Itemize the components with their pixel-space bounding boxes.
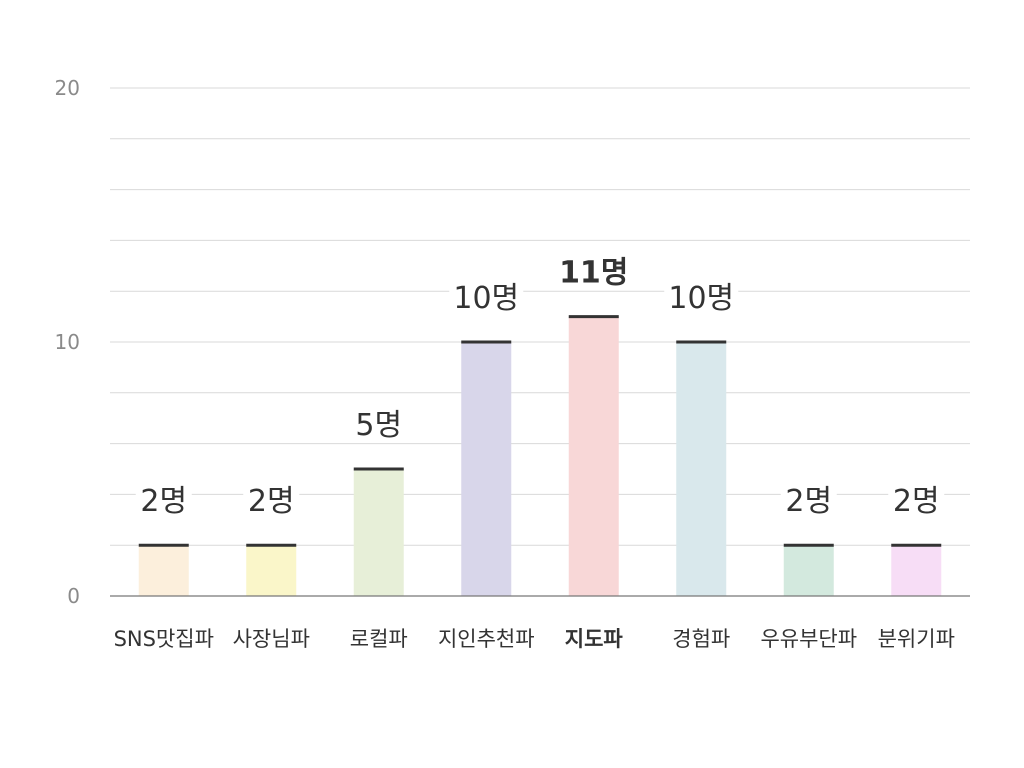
bar <box>676 342 727 596</box>
value-label-backing <box>888 485 945 518</box>
value-label-backing <box>780 485 837 518</box>
gridlines <box>110 87 970 546</box>
value-label: 10명 <box>668 281 734 316</box>
category-label: 로컬파 <box>350 627 408 651</box>
y-tick-label: 10 <box>55 330 80 354</box>
bar <box>246 545 297 596</box>
value-label-backing <box>556 256 631 289</box>
category-label: 분위기파 <box>878 627 955 651</box>
value-label: 2명 <box>785 484 832 519</box>
category-label: 경험파 <box>672 627 730 651</box>
value-label: 2명 <box>140 484 187 519</box>
value-label: 11명 <box>559 256 628 291</box>
y-axis-ticks: 0 10 20 <box>55 76 80 608</box>
value-label-backing <box>664 282 739 314</box>
category-labels: SNS맛집파 사장님파 로컬파 지인추천파 지도파 경험파 우유부단파 분위기파 <box>114 627 955 651</box>
bar <box>891 545 942 596</box>
category-label: 우유부단파 <box>760 627 857 651</box>
category-label: 지도파 <box>565 627 624 651</box>
bar <box>568 316 619 596</box>
bar <box>783 545 834 596</box>
value-label-backing <box>350 409 407 441</box>
bar <box>138 545 189 596</box>
bars <box>138 315 942 596</box>
y-tick-label: 20 <box>55 76 80 100</box>
category-label: 사장님파 <box>233 627 310 651</box>
y-tick-label: 0 <box>67 584 80 608</box>
value-label: 5명 <box>355 408 402 443</box>
value-label-backing <box>135 485 192 518</box>
value-label: 2명 <box>893 484 940 519</box>
value-label: 2명 <box>248 484 295 519</box>
value-label-backing <box>449 282 524 314</box>
category-label: 지인추천파 <box>438 627 535 651</box>
bar <box>353 469 404 596</box>
category-label: SNS맛집파 <box>114 627 214 651</box>
value-label-backing <box>243 485 300 518</box>
value-label: 10명 <box>453 281 519 316</box>
value-labels: 2명 2명 5명 10명 11명 10명 2명 2명 <box>135 256 945 519</box>
bar <box>461 342 512 596</box>
